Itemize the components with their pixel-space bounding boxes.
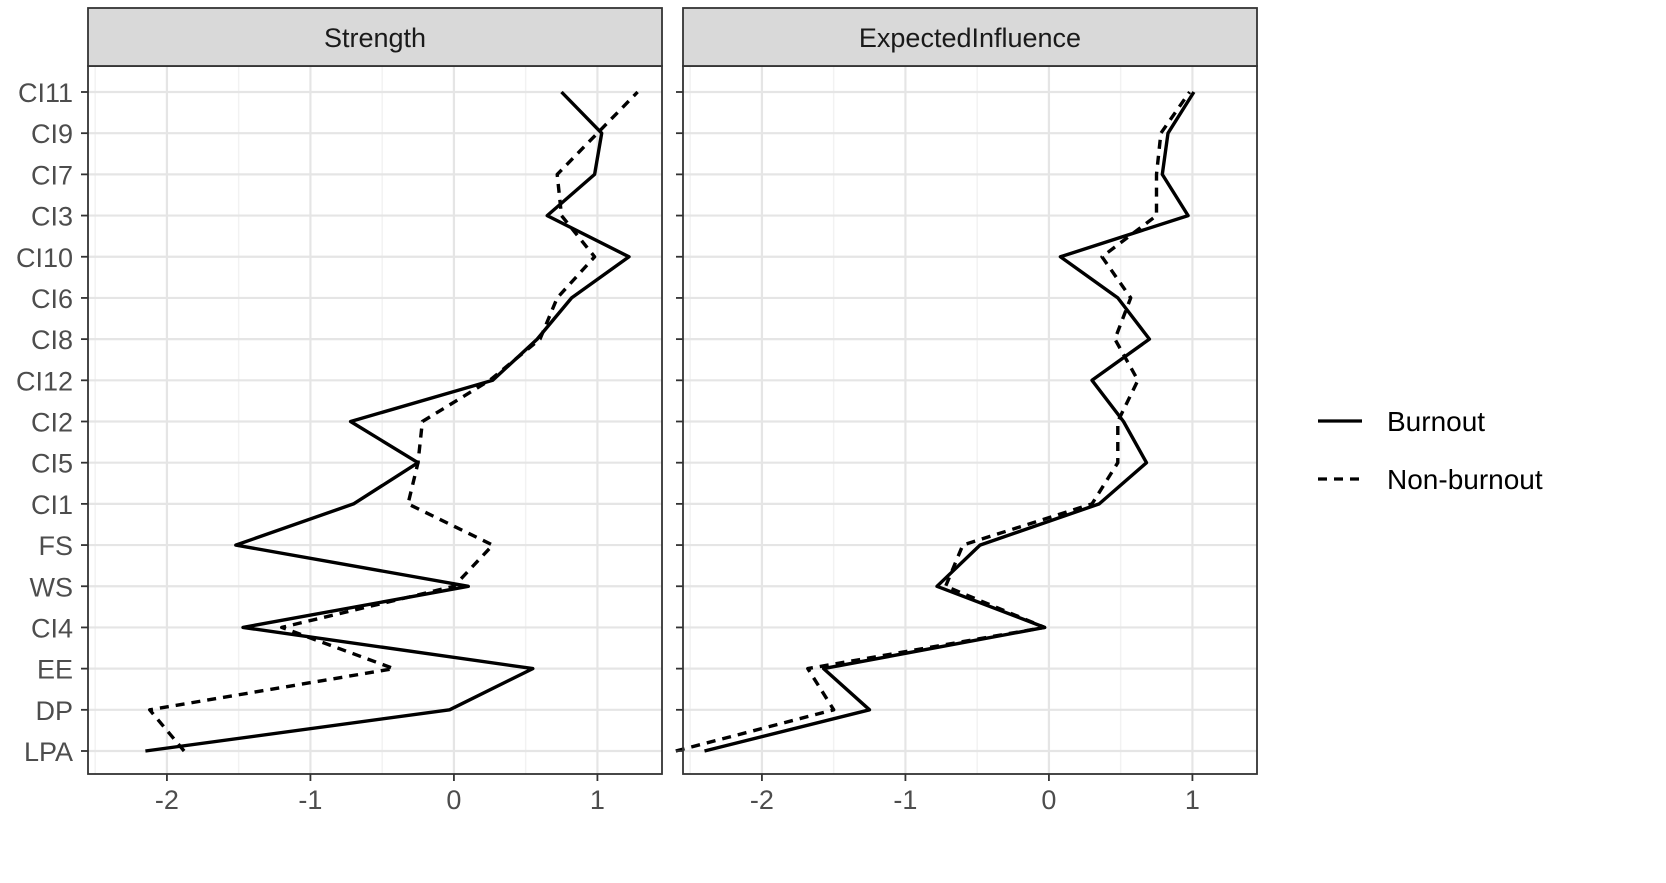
x-tick-label: -1 — [893, 785, 917, 815]
y-tick-label: CI4 — [31, 613, 73, 643]
y-tick-label: CI7 — [31, 160, 73, 190]
panels-layer: Strength -2 -1 0 1 LPA DP EE CI4 WS FS CI1 CI5 CI2 CI1… — [16, 7, 1258, 815]
y-tick-label: FS — [38, 531, 73, 561]
legend-label-burnout: Burnout — [1387, 406, 1485, 437]
y-tick-label: CI9 — [31, 119, 73, 149]
facet-strip-title: Strength — [324, 23, 426, 53]
y-tick-label: CI11 — [18, 78, 73, 108]
facet-strip — [87, 7, 663, 67]
x-tick-label: -2 — [155, 785, 179, 815]
x-tick-label: 0 — [1041, 785, 1056, 815]
y-tick-label: EE — [37, 655, 73, 685]
y-tick-label: CI8 — [31, 325, 73, 355]
series-line-non-burnout — [147, 90, 639, 753]
legend: Burnout Non-burnout — [1318, 406, 1543, 495]
panel-expectedinfluence: ExpectedInfluence -2 -1 0 1 — [675, 7, 1258, 815]
y-tick-label: CI3 — [31, 202, 73, 232]
x-tick-label: -2 — [750, 785, 774, 815]
y-tick-label: LPA — [24, 737, 73, 767]
facet-strip — [682, 7, 1258, 67]
y-tick-label: CI2 — [31, 408, 73, 438]
x-tick-label: 1 — [1185, 785, 1200, 815]
y-tick-label: CI6 — [31, 284, 73, 314]
panel-background — [88, 66, 662, 774]
x-tick-label: 0 — [446, 785, 461, 815]
y-tick-label: CI12 — [16, 366, 73, 396]
panel-background — [683, 66, 1257, 774]
x-tick-label: 1 — [590, 785, 605, 815]
facet-strip-title: ExpectedInfluence — [859, 23, 1081, 53]
y-tick-label: DP — [35, 696, 73, 726]
y-tick-label: CI10 — [16, 243, 73, 273]
x-tick-label: -1 — [298, 785, 322, 815]
series-line-non-burnout — [675, 91, 1191, 753]
series-line-burnout — [145, 90, 631, 753]
y-tick-label: CI1 — [31, 490, 73, 520]
y-tick-label: CI5 — [31, 449, 73, 479]
panel-strength: Strength -2 -1 0 1 LPA DP EE CI4 WS FS CI1 CI5 CI2 CI1… — [16, 7, 663, 815]
legend-label-non-burnout: Non-burnout — [1387, 464, 1543, 495]
series-line-burnout — [704, 91, 1196, 753]
y-tick-label: WS — [30, 572, 74, 602]
